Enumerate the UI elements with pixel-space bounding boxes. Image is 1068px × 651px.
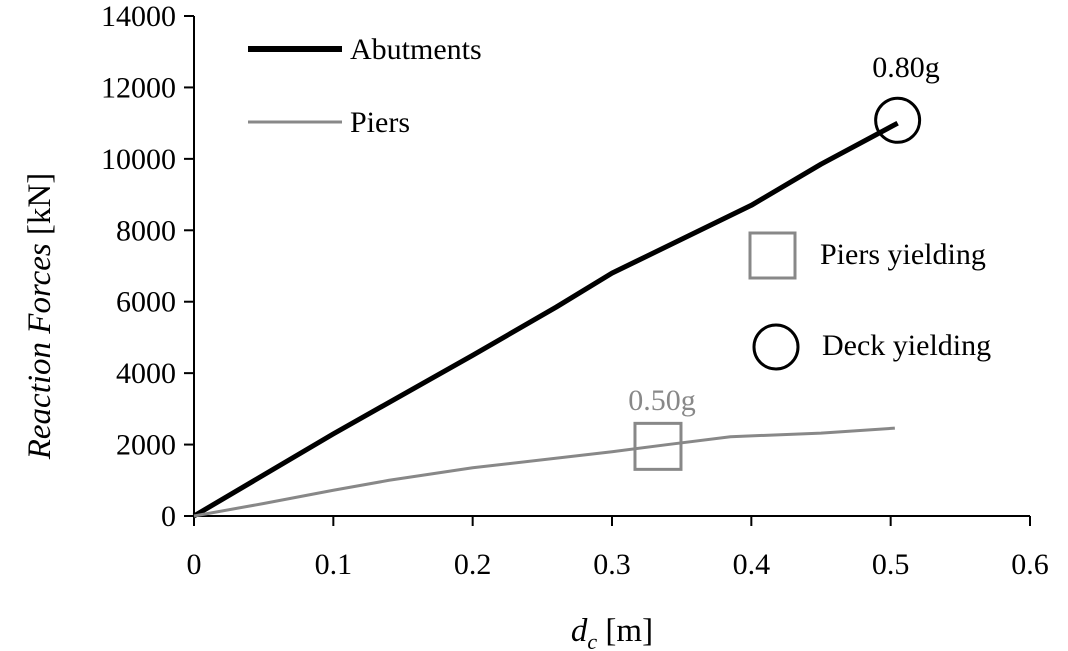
- y-tick-label: 4000: [116, 357, 176, 390]
- legend-piers-yielding-square: [748, 231, 797, 280]
- annotation-piers-yielding: 0.50g: [628, 384, 696, 417]
- y-tick-label: 6000: [116, 286, 176, 319]
- x-tick-label: 0.4: [733, 548, 771, 581]
- x-tick-label: 0.6: [1011, 548, 1049, 581]
- x-axis-label: dc [m]: [571, 613, 653, 651]
- y-tick-label: 2000: [116, 429, 176, 462]
- legend-piers-yielding-label: Piers yielding: [820, 238, 986, 271]
- y-axis-label: Reaction Forces [kN]: [22, 173, 58, 461]
- series-lines: [192, 120, 899, 519]
- legend-abutments-label: Abutments: [350, 33, 482, 66]
- series-line-abutments: [192, 120, 899, 519]
- y-tick-label: 10000: [101, 143, 176, 176]
- x-tick-label: 0.3: [593, 548, 631, 581]
- legend-deck-yielding-label: Deck yielding: [822, 329, 991, 362]
- annotation-deck-yielding: 0.80g: [872, 51, 940, 84]
- y-ticks: 0 2000 4000 6000 8000 10000 12000 14000: [101, 0, 194, 533]
- legend: Abutments Piers Piers yielding Deck yiel…: [248, 33, 991, 371]
- x-tick-label: 0.1: [315, 548, 353, 581]
- x-ticks: 0 0.1 0.2 0.3 0.4 0.5 0.6: [187, 516, 1049, 581]
- legend-piers-label: Piers: [350, 106, 410, 139]
- y-tick-label: 8000: [116, 214, 176, 247]
- series-line-piers: [193, 426, 895, 518]
- x-tick-label: 0.2: [454, 548, 492, 581]
- x-tick-label: 0.5: [872, 548, 910, 581]
- piers-yielding-marker: [633, 421, 683, 471]
- deck-yielding-marker: [874, 96, 922, 144]
- x-tick-label: 0: [187, 548, 202, 581]
- yield-markers: [633, 96, 922, 471]
- y-tick-label: 14000: [101, 0, 176, 33]
- y-tick-label: 12000: [101, 71, 176, 104]
- legend-deck-yielding-circle: [752, 323, 800, 371]
- y-tick-label: 0: [161, 500, 176, 533]
